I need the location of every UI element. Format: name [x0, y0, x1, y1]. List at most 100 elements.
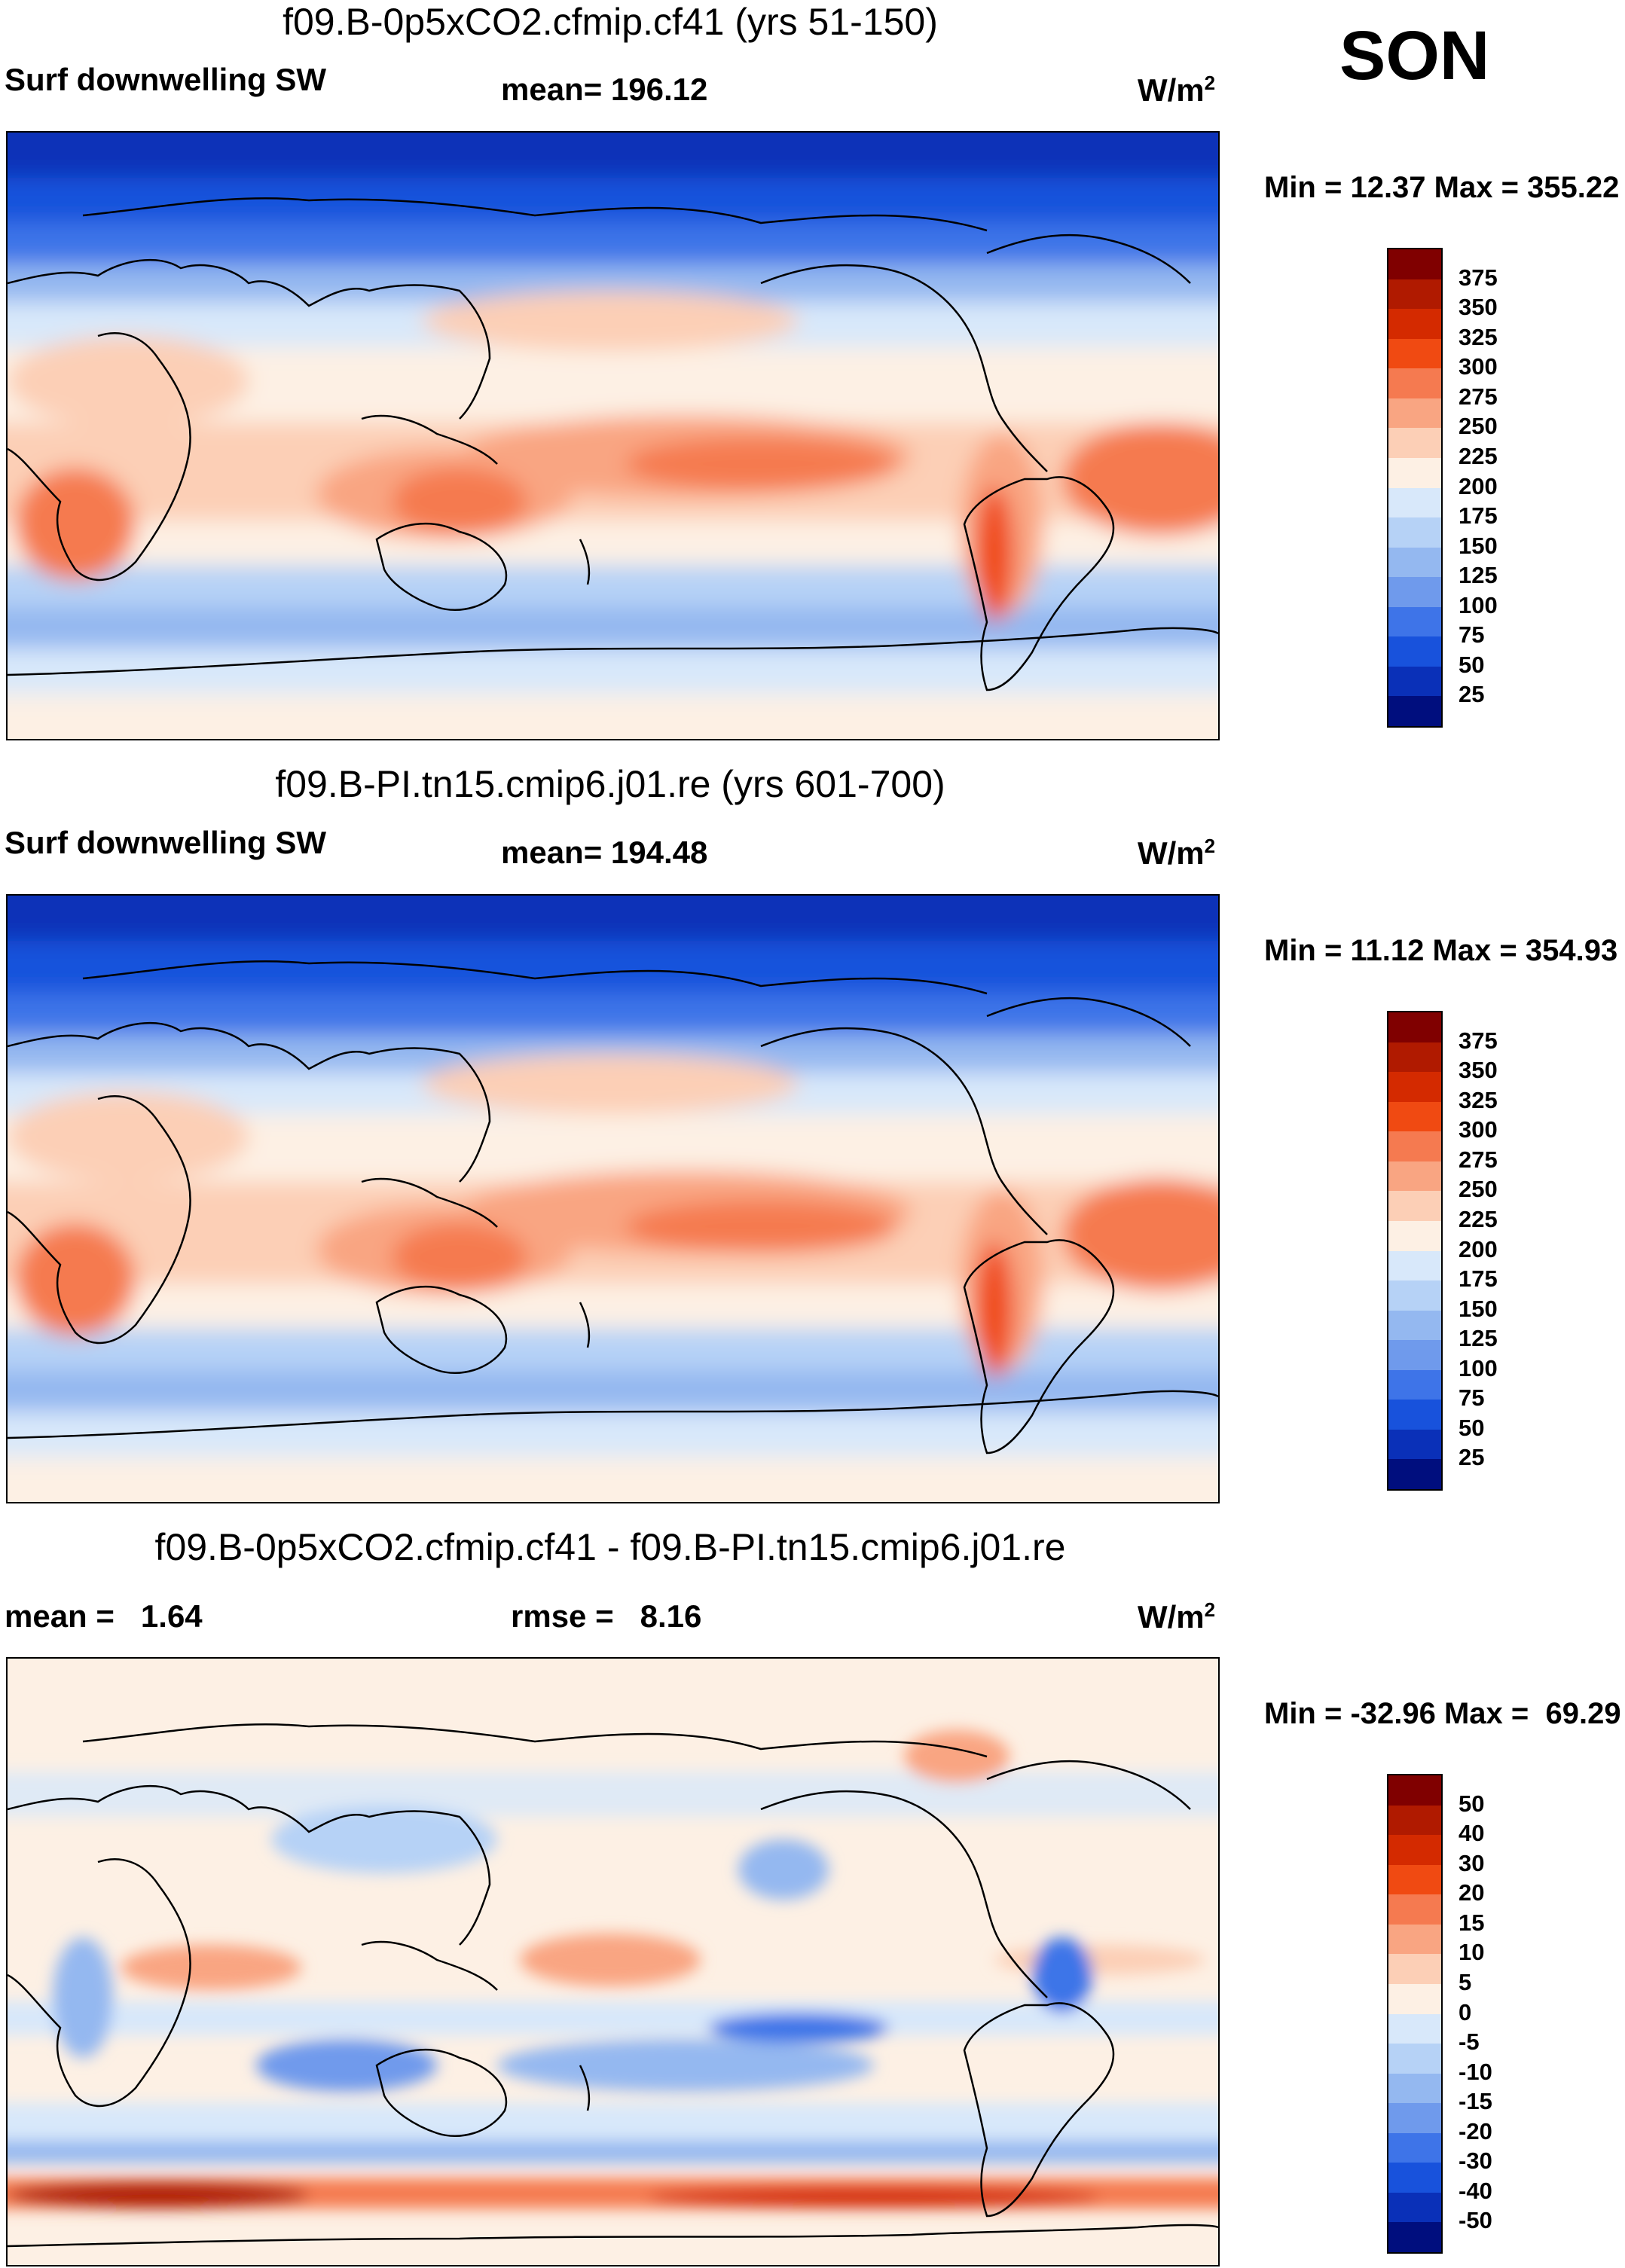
colorbar-segment	[1388, 487, 1441, 518]
colorbar-segment	[1388, 1459, 1441, 1489]
colorbar-tick-label: 250	[1459, 1176, 1498, 1203]
panel-3-title: f09.B-0p5xCO2.cfmip.cf41 - f09.B-PI.tn15…	[154, 1526, 1066, 1568]
colorbar-tick-label: 125	[1459, 1325, 1498, 1352]
colorbar-tick-label: 200	[1459, 1235, 1498, 1262]
colorbar-segment	[1388, 1250, 1441, 1281]
colorbar-tick-label: 25	[1459, 1444, 1485, 1471]
colorbar-segment	[1388, 338, 1441, 369]
colorbar-tick-label: 100	[1459, 1354, 1498, 1381]
panel-2-mean-label: mean= 194.48	[501, 835, 708, 870]
colorbar-segment	[1388, 1191, 1441, 1221]
panel-2-colorbar	[1387, 1011, 1443, 1491]
colorbar-tick-label: 5	[1459, 1968, 1472, 1995]
colorbar-segment	[1388, 398, 1441, 429]
colorbar-tick-label: 325	[1459, 323, 1498, 350]
colorbar-tick-label: 50	[1459, 1790, 1485, 1817]
panel-1-colorbar	[1387, 248, 1443, 728]
colorbar-tick-label: 20	[1459, 1879, 1485, 1906]
panel-3-minmax: Min = -32.96 Max = 69.29	[1264, 1697, 1621, 1730]
colorbar-segment	[1388, 1042, 1441, 1073]
colorbar-segment	[1388, 368, 1441, 398]
colorbar-tick-label: 300	[1459, 1116, 1498, 1143]
colorbar-tick-label: 15	[1459, 1909, 1485, 1936]
panel-1-title: f09.B-0p5xCO2.cfmip.cf41 (yrs 51-150)	[283, 1, 938, 43]
panel-2-variable-label: Surf downwelling SW	[5, 825, 326, 860]
colorbar-segment	[1388, 1220, 1441, 1251]
colorbar-segment	[1388, 1281, 1441, 1311]
colorbar-segment	[1388, 547, 1441, 578]
colorbar-segment	[1388, 1924, 1441, 1955]
colorbar-segment	[1388, 2044, 1441, 2074]
panel-1-mean-label: mean= 196.12	[501, 72, 708, 107]
colorbar-tick-label: 75	[1459, 1384, 1485, 1412]
colorbar-tick-label: 50	[1459, 1414, 1485, 1441]
panel-2-title: f09.B-PI.tn15.cmip6.j01.re (yrs 601-700)	[275, 763, 945, 805]
colorbar-segment	[1388, 1835, 1441, 1865]
colorbar-segment	[1388, 2103, 1441, 2133]
colorbar-segment	[1388, 279, 1441, 310]
colorbar-segment	[1388, 2073, 1441, 2104]
colorbar-segment	[1388, 1400, 1441, 1430]
colorbar-tick-label: 75	[1459, 621, 1485, 649]
colorbar-segment	[1388, 249, 1441, 279]
panel-3-rmse-label: rmse = 8.16	[511, 1598, 702, 1634]
units-exponent: 2	[1204, 835, 1216, 857]
colorbar-tick-label: 0	[1459, 1998, 1472, 2025]
panel-3-units-label: W/m2	[1138, 1598, 1215, 1635]
units-exponent: 2	[1204, 72, 1216, 94]
panel-2-minmax: Min = 11.12 Max = 354.93	[1264, 934, 1618, 967]
colorbar-tick-label: 100	[1459, 591, 1498, 618]
colorbar-tick-label: 175	[1459, 1265, 1498, 1293]
colorbar-tick-label: 300	[1459, 353, 1498, 380]
colorbar-tick-label: 225	[1459, 442, 1498, 469]
colorbar-segment	[1388, 428, 1441, 458]
colorbar-tick-label: -15	[1459, 2088, 1492, 2115]
colorbar-tick-label: 50	[1459, 651, 1485, 678]
colorbar-segment	[1388, 1131, 1441, 1161]
colorbar-segment	[1388, 1161, 1441, 1192]
colorbar-tick-label: 375	[1459, 1027, 1498, 1054]
colorbar-tick-label: 150	[1459, 532, 1498, 559]
colorbar-tick-label: -30	[1459, 2147, 1492, 2175]
colorbar-segment	[1388, 2132, 1441, 2163]
colorbar-tick-label: -20	[1459, 2117, 1492, 2144]
colorbar-tick-label: 325	[1459, 1086, 1498, 1113]
colorbar-segment	[1388, 1310, 1441, 1341]
colorbar-tick-label: 175	[1459, 502, 1498, 530]
panel-1-map	[6, 131, 1220, 740]
colorbar-segment	[1388, 1775, 1441, 1806]
colorbar-tick-label: 275	[1459, 1146, 1498, 1173]
colorbar-tick-label: 150	[1459, 1295, 1498, 1322]
colorbar-segment	[1388, 2192, 1441, 2223]
panel-1-units-label: W/m2	[1138, 72, 1215, 108]
units-text: W/m	[1138, 835, 1205, 871]
colorbar-segment	[1388, 1864, 1441, 1895]
colorbar-segment	[1388, 1340, 1441, 1370]
colorbar-tick-label: -40	[1459, 2177, 1492, 2204]
colorbar-tick-label: -5	[1459, 2028, 1480, 2056]
panel-3-mean-label: mean = 1.64	[5, 1598, 203, 1634]
colorbar-tick-label: -50	[1459, 2207, 1492, 2234]
colorbar-tick-label: 275	[1459, 383, 1498, 410]
colorbar-segment	[1388, 1954, 1441, 1984]
panel-3-map	[6, 1657, 1220, 2266]
colorbar-tick-label: 350	[1459, 1057, 1498, 1084]
panel-2-units-label: W/m2	[1138, 835, 1215, 871]
colorbar-segment	[1388, 606, 1441, 637]
colorbar-segment	[1388, 517, 1441, 548]
colorbar-tick-label: 30	[1459, 1849, 1485, 1876]
season-label: SON	[1339, 17, 1490, 94]
colorbar-segment	[1388, 666, 1441, 697]
colorbar-segment	[1388, 696, 1441, 726]
colorbar-segment	[1388, 1894, 1441, 1925]
units-exponent: 2	[1204, 1598, 1216, 1621]
units-text: W/m	[1138, 72, 1205, 108]
colorbar-tick-label: 375	[1459, 264, 1498, 291]
colorbar-segment	[1388, 1983, 1441, 2014]
colorbar-segment	[1388, 1012, 1441, 1042]
panel-1-minmax: Min = 12.37 Max = 355.22	[1264, 171, 1620, 204]
colorbar-tick-label: 40	[1459, 1820, 1485, 1847]
colorbar-segment	[1388, 1369, 1441, 1400]
panel-2-map	[6, 894, 1220, 1503]
colorbar-segment	[1388, 309, 1441, 339]
